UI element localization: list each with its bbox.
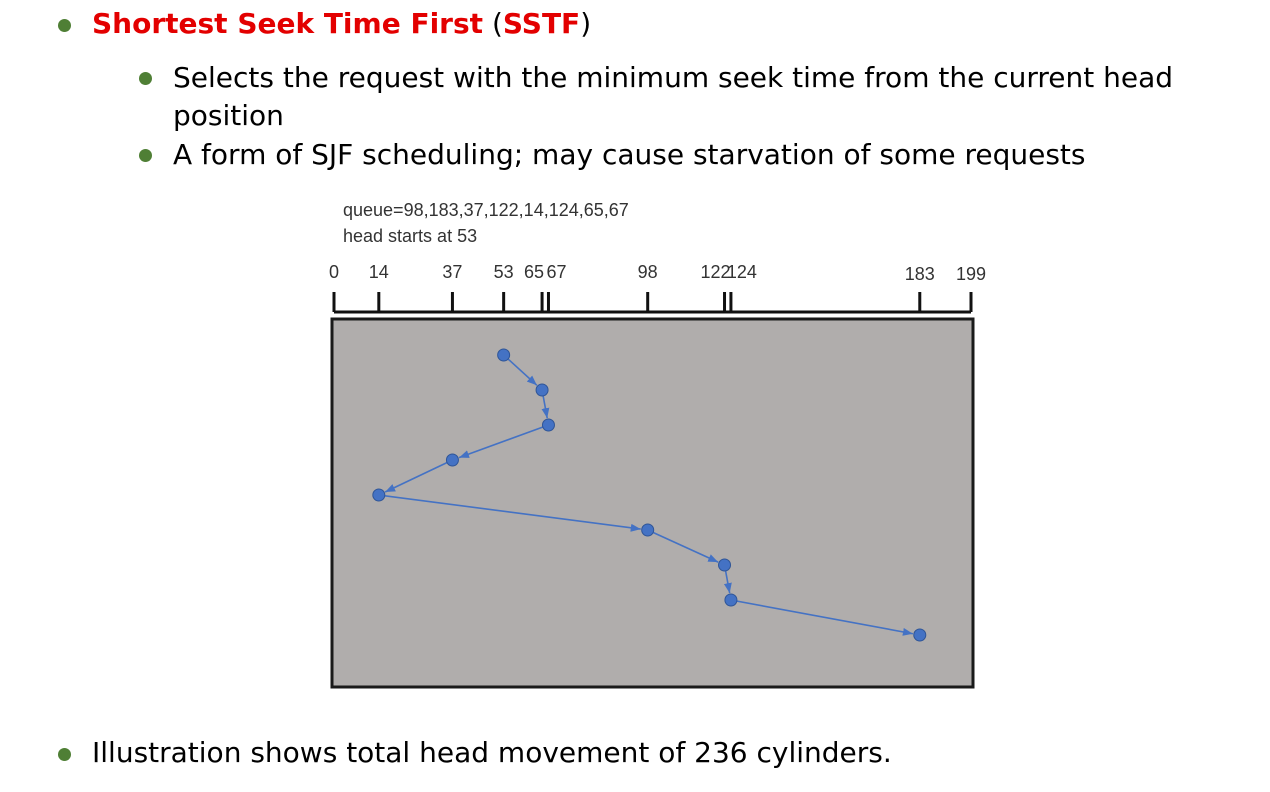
request-point <box>718 558 732 572</box>
seek-path <box>372 348 927 642</box>
axis-tick-label: 53 <box>494 262 514 282</box>
heading: Shortest Seek Time First (SSTF) <box>92 6 591 42</box>
request-point <box>724 593 738 607</box>
request-point <box>541 418 555 432</box>
seek-segment <box>384 459 453 493</box>
heading-bullet <box>58 19 71 32</box>
footer-bullet <box>58 748 71 761</box>
seek-segment <box>647 529 719 563</box>
sub-bullet-text-1-cont: position <box>173 99 284 132</box>
seek-segment <box>378 494 641 532</box>
axis-tick-label: 98 <box>638 262 658 282</box>
request-point <box>913 628 927 642</box>
axis-tick-label: 183 <box>905 264 935 284</box>
axis-tick-label: 199 <box>956 264 986 284</box>
request-point <box>535 383 549 397</box>
axis-tick-label: 0 <box>329 262 339 282</box>
head-start-label: head starts at 53 <box>343 226 477 246</box>
request-point <box>445 453 459 467</box>
plot-area <box>330 317 975 689</box>
axis-tick-label: 124 <box>727 262 757 282</box>
heading-paren-open: ( <box>491 7 503 40</box>
request-point <box>372 488 386 502</box>
heading-abbrev: SSTF <box>502 7 581 40</box>
sub-bullet-2 <box>139 149 152 162</box>
axis-tick-label: 67 <box>546 262 566 282</box>
request-point <box>497 348 511 362</box>
seek-segment <box>458 424 549 459</box>
axis-tick-label: 122 <box>700 262 730 282</box>
sub-bullet-text-2: A form of SJF scheduling; may cause star… <box>173 138 1086 171</box>
heading-paren-close: ) <box>580 7 592 40</box>
sub-bullet-text-1: Selects the request with the minimum see… <box>173 61 1174 94</box>
queue-label: queue=98,183,37,122,14,124,65,67 <box>343 200 629 220</box>
axis-tick-label: 14 <box>369 262 389 282</box>
seek-segment <box>730 599 914 636</box>
axis-tick-label: 65 <box>524 262 544 282</box>
heading-title: Shortest Seek Time First <box>92 7 484 40</box>
sub-bullet-1 <box>139 72 152 85</box>
request-point <box>641 523 655 537</box>
seek-segment <box>503 354 538 386</box>
axis-tick-label: 37 <box>442 262 462 282</box>
footer-text: Illustration shows total head movement o… <box>92 736 892 769</box>
